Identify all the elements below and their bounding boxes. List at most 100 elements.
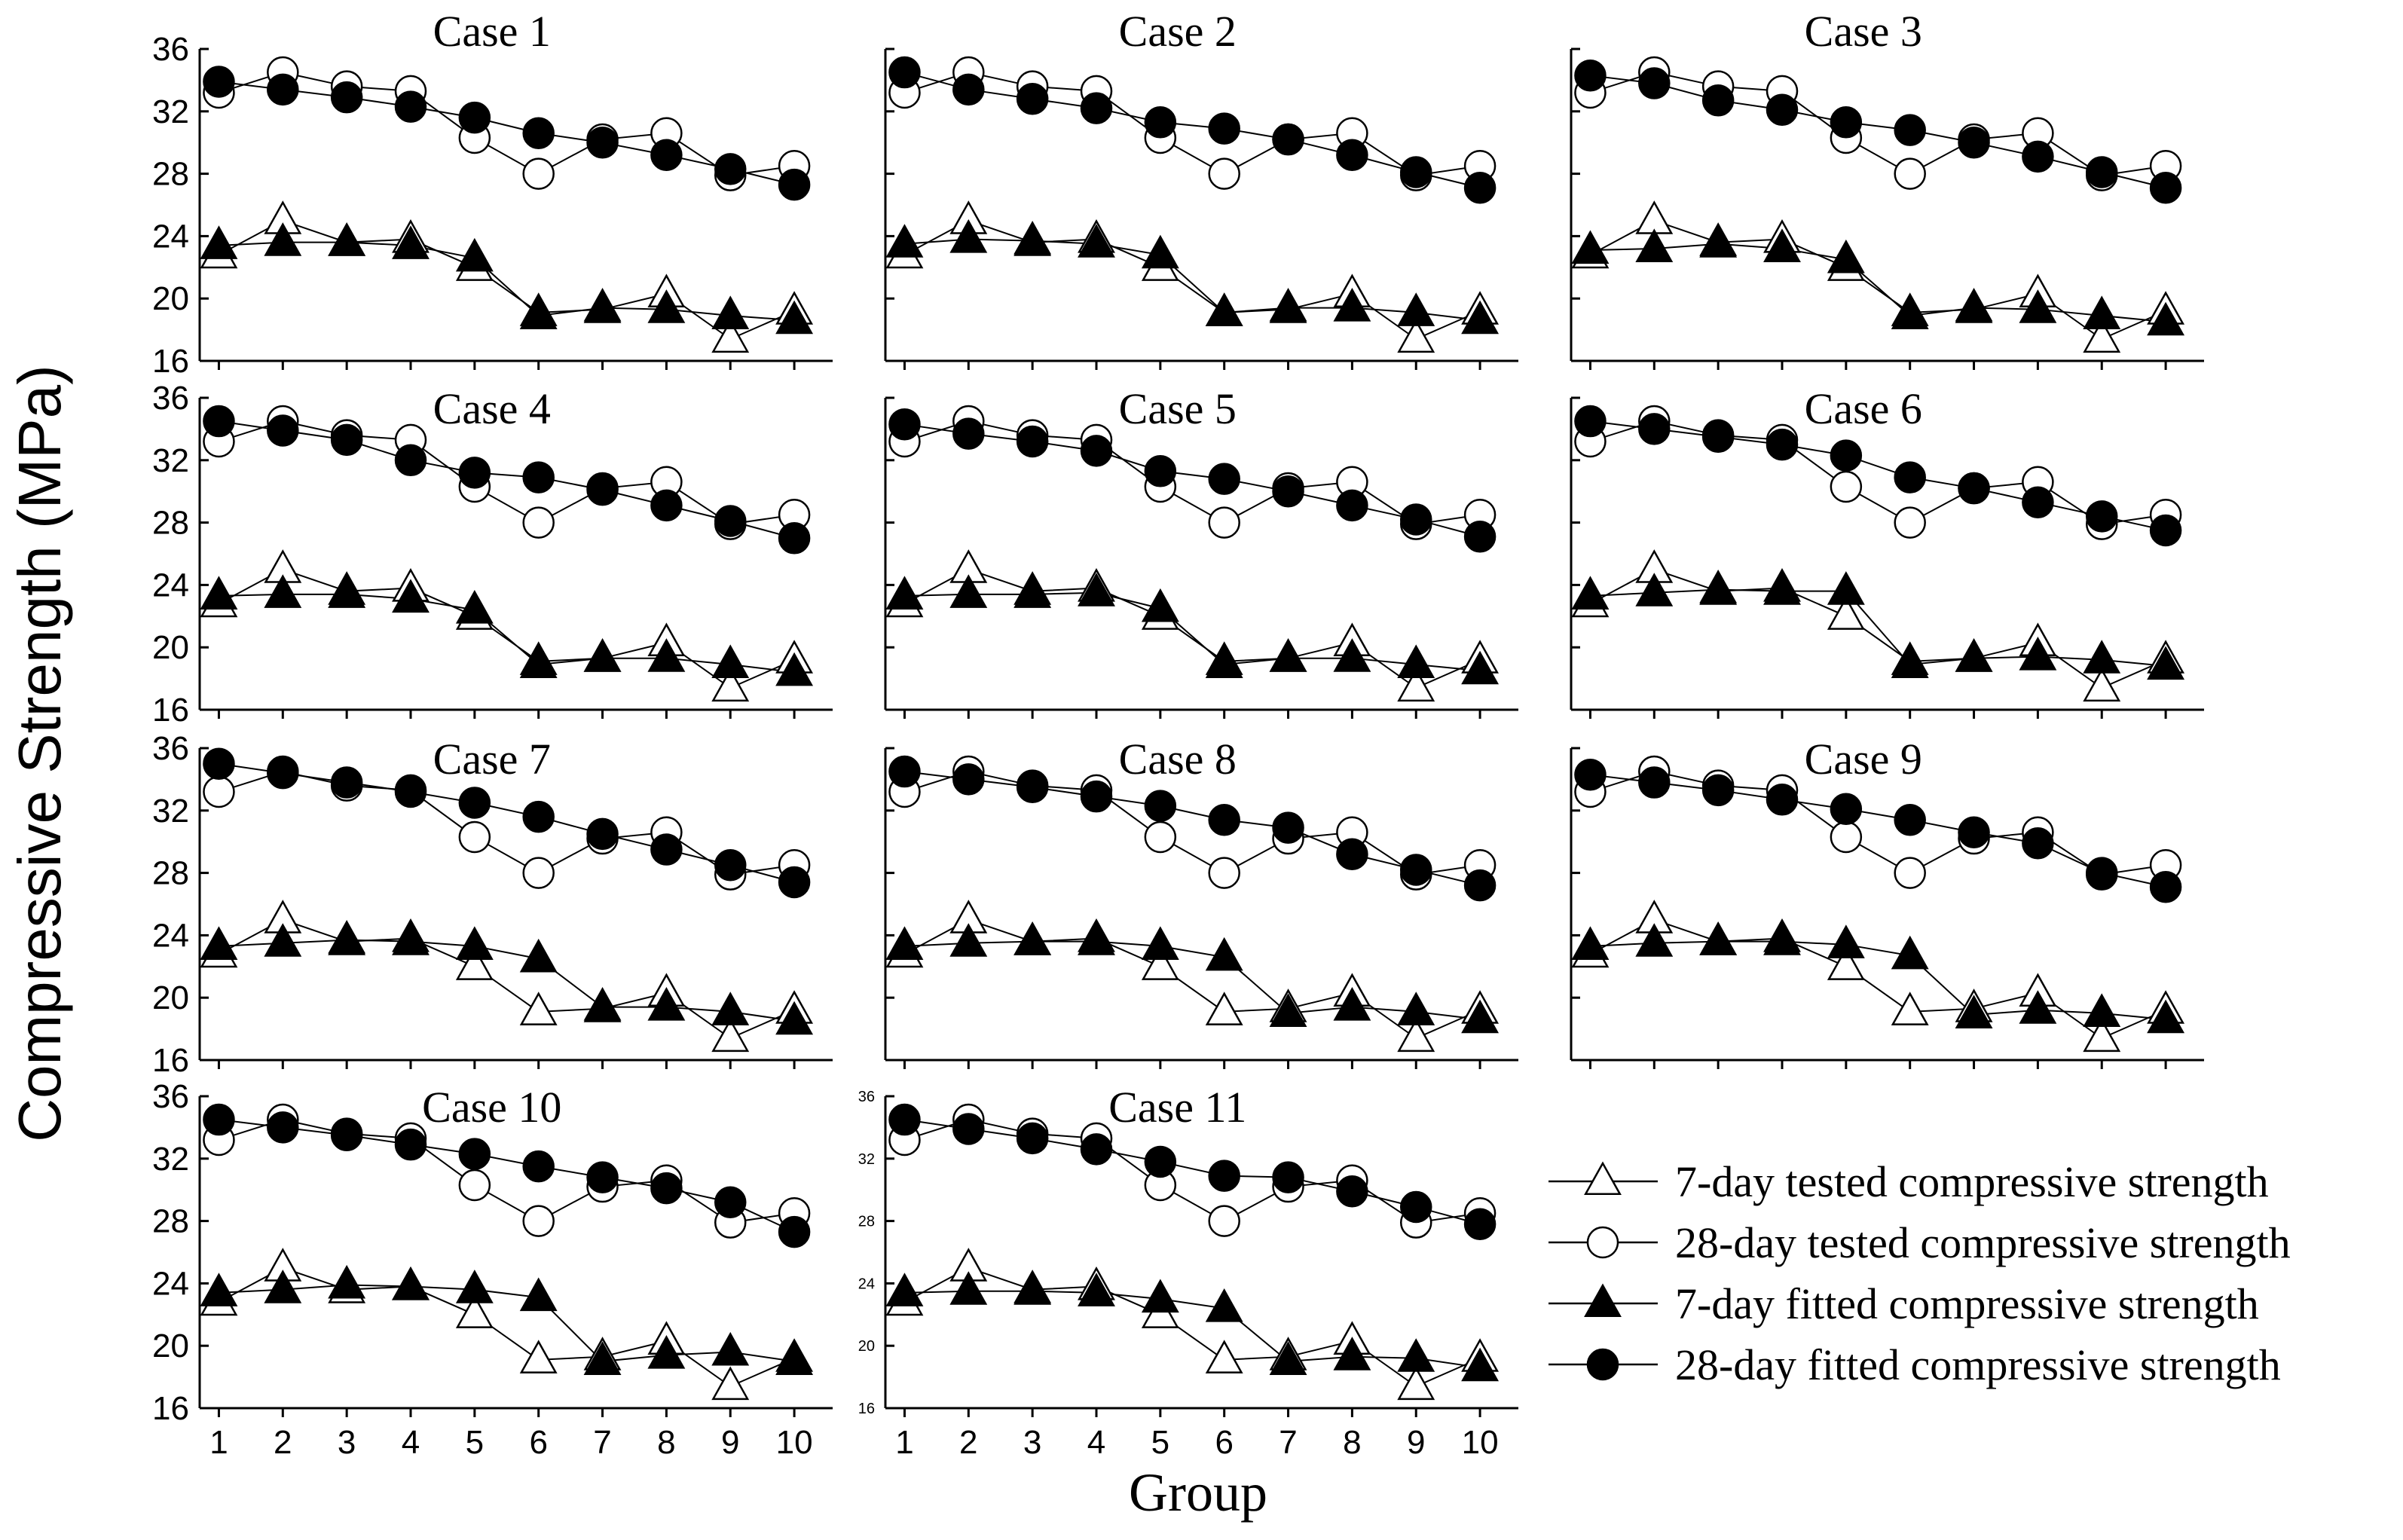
point-f28 xyxy=(1463,171,1497,204)
point-f28 xyxy=(1272,123,1304,156)
point-f28 xyxy=(458,787,491,819)
series-line-t7 xyxy=(218,918,795,1040)
point-f28 xyxy=(1208,112,1240,145)
point-f7 xyxy=(200,926,238,960)
point-f28 xyxy=(1463,869,1497,902)
point-f7 xyxy=(1013,1271,1052,1305)
point-t7 xyxy=(1397,668,1435,702)
series-line-f7 xyxy=(1590,940,2166,1021)
point-f7 xyxy=(1333,288,1371,322)
point-f7 xyxy=(1333,638,1371,672)
point-t7 xyxy=(1827,596,1865,630)
series-line-f28 xyxy=(219,81,795,186)
point-f28 xyxy=(888,755,921,788)
point-f28 xyxy=(1208,1160,1240,1192)
point-f28 xyxy=(778,522,811,555)
point-t7 xyxy=(1141,946,1179,980)
legend-item-f7: 7-day fitted compressive strength xyxy=(1548,1279,2259,1328)
point-f28 xyxy=(1336,139,1368,172)
point-f28 xyxy=(1208,463,1240,495)
point-f7 xyxy=(1635,923,1674,957)
series-line-f7 xyxy=(219,593,795,674)
point-t28 xyxy=(1208,1205,1240,1237)
point-f28 xyxy=(203,66,235,98)
y-tick-label: 20 xyxy=(152,629,189,666)
point-f28 xyxy=(330,766,363,799)
point-f7 xyxy=(2147,301,2185,336)
point-f28 xyxy=(1144,1145,1177,1178)
series-line-f7 xyxy=(1590,243,2166,323)
point-f28 xyxy=(1016,771,1049,803)
panel-case-1: 16 20 24 28 32 36 Case 1 xyxy=(152,7,833,380)
point-f28 xyxy=(778,168,811,201)
point-t7 xyxy=(519,992,558,1025)
point-f28 xyxy=(952,1113,985,1145)
point-f28 xyxy=(1574,405,1607,438)
point-f28 xyxy=(2085,857,2118,889)
point-f7 xyxy=(775,652,814,686)
series-line-f28 xyxy=(904,771,1481,887)
point-f7 xyxy=(328,222,366,256)
point-t28 xyxy=(458,1169,491,1202)
y-tick-label: 32 xyxy=(152,93,189,130)
point-f28 xyxy=(888,408,921,441)
point-f7 xyxy=(647,638,686,672)
legend-label: 7-day fitted compressive strength xyxy=(1675,1279,2259,1328)
point-f28 xyxy=(2085,156,2118,188)
point-f28 xyxy=(650,489,683,522)
point-f28 xyxy=(1830,106,1863,139)
point-f7 xyxy=(1699,570,1738,603)
point-f7 xyxy=(264,1270,302,1303)
y-tick-label: 28 xyxy=(152,505,189,542)
point-f28 xyxy=(1894,461,1926,493)
point-f7 xyxy=(1955,995,1993,1029)
point-f7 xyxy=(583,288,622,322)
point-f7 xyxy=(328,920,366,954)
x-tick-label: 9 xyxy=(721,1424,739,1461)
point-f28 xyxy=(267,756,299,790)
x-tick-label: 2 xyxy=(274,1424,292,1461)
x-tick-label: 4 xyxy=(1087,1424,1105,1461)
y-tick-label: 24 xyxy=(152,1265,189,1302)
point-f7 xyxy=(583,638,622,672)
x-tick-label: 2 xyxy=(959,1424,977,1461)
y-tick-label: 20 xyxy=(152,979,189,1016)
y-tick-label: 36 xyxy=(152,31,189,68)
point-t28 xyxy=(522,506,555,539)
panel-title: Case 5 xyxy=(1119,384,1237,433)
point-f28 xyxy=(1894,803,1926,836)
point-f7 xyxy=(1955,288,1993,322)
legend-marker xyxy=(1584,1283,1622,1318)
point-f7 xyxy=(647,1335,686,1369)
y-tick-label: 20 xyxy=(152,1328,189,1364)
point-f7 xyxy=(1013,221,1052,255)
point-f7 xyxy=(1763,228,1801,263)
point-f28 xyxy=(458,101,491,134)
point-f7 xyxy=(1763,571,1801,605)
point-f7 xyxy=(711,644,750,679)
point-t7 xyxy=(1827,946,1865,980)
legend-item-t7: 7-day tested compressive strength xyxy=(1548,1157,2269,1206)
y-tick-label: 28 xyxy=(152,1203,189,1240)
x-tick-label: 8 xyxy=(657,1424,675,1461)
y-tick-label: 24 xyxy=(152,917,189,954)
series-line-t7 xyxy=(218,219,795,341)
panel-title: Case 9 xyxy=(1805,735,1922,784)
point-f28 xyxy=(1958,126,1990,159)
point-f7 xyxy=(519,1277,558,1312)
point-f7 xyxy=(519,295,558,330)
point-f7 xyxy=(711,992,750,1025)
point-f28 xyxy=(2085,500,2118,533)
point-t7 xyxy=(519,1340,558,1373)
point-f7 xyxy=(647,987,686,1021)
point-t7 xyxy=(1397,1366,1435,1401)
series-line-f28 xyxy=(904,72,1481,189)
point-f28 xyxy=(778,1215,811,1248)
panel-title: Case 6 xyxy=(1805,384,1922,433)
point-f28 xyxy=(2022,486,2054,518)
point-f7 xyxy=(775,1341,814,1375)
x-tick-label: 1 xyxy=(895,1424,913,1461)
y-tick-label: 16 xyxy=(152,1390,189,1427)
y-tick-label: 24 xyxy=(152,218,189,255)
point-f28 xyxy=(1336,1175,1368,1208)
